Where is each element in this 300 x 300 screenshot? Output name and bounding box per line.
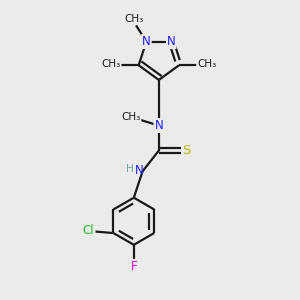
Text: CH₃: CH₃ [101,59,121,69]
Text: Cl: Cl [83,224,94,238]
Text: CH₃: CH₃ [124,14,143,24]
Text: CH₃: CH₃ [197,59,216,69]
Text: H: H [125,164,133,174]
Text: S: S [183,144,191,157]
Text: N: N [154,119,163,132]
Text: F: F [130,260,137,273]
Text: CH₃: CH₃ [121,112,140,122]
Text: N: N [135,164,143,177]
Text: N: N [142,35,151,48]
Text: N: N [167,35,176,48]
